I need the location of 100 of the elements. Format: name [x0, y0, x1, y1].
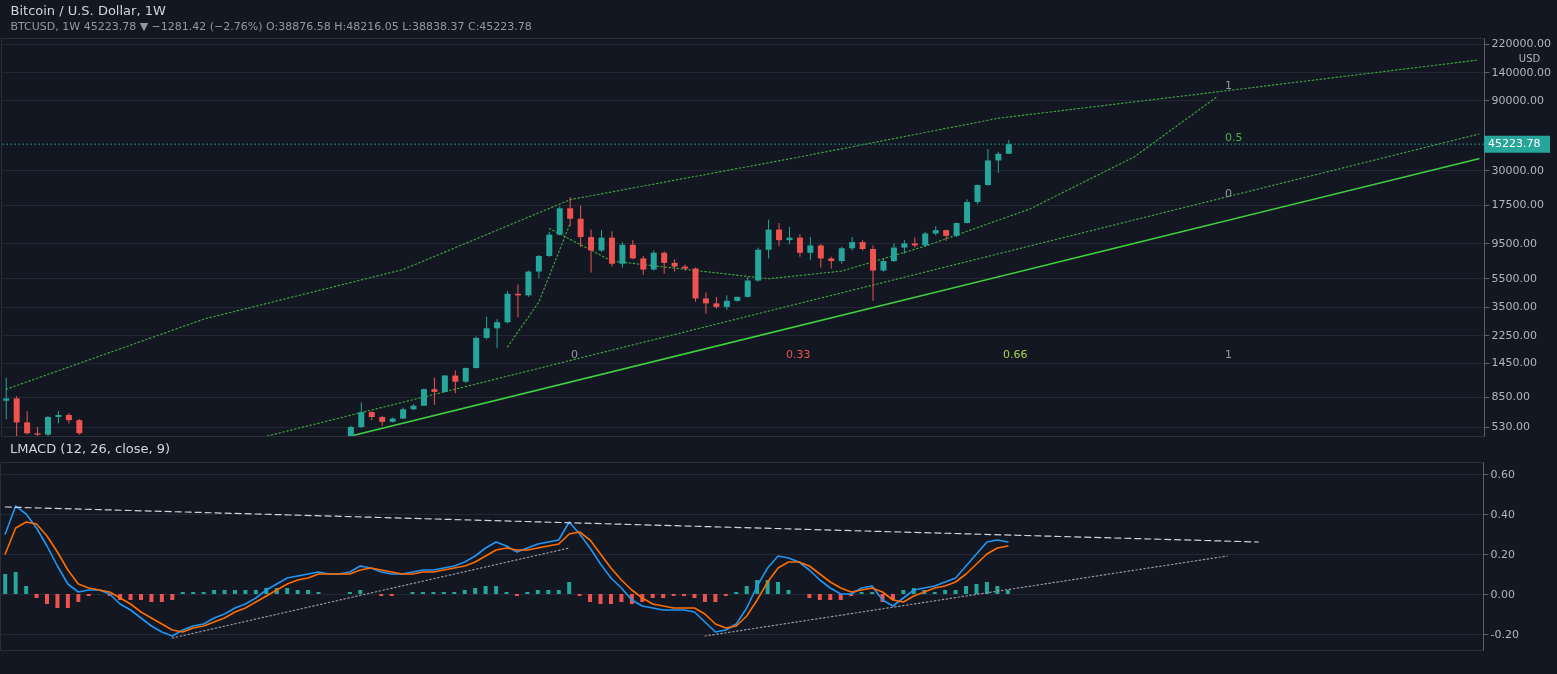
candlestick [431, 377, 438, 406]
candlestick [817, 243, 824, 269]
bar [253, 590, 258, 594]
candlestick [483, 316, 490, 340]
bar [713, 594, 718, 602]
y-tick-label: 90000.00 [1491, 93, 1544, 107]
bar [65, 594, 70, 608]
y-tick-label: 1450.00 [1491, 356, 1537, 370]
bar [494, 586, 499, 594]
bar [149, 594, 154, 602]
y-axis-title: USD [1518, 52, 1541, 64]
y-tick-label: 17500.00 [1491, 198, 1544, 212]
bar [786, 590, 791, 594]
bar [13, 572, 18, 594]
candlestick [974, 183, 981, 205]
candlestick [452, 369, 459, 394]
ref-line-label: 45223.78 [1488, 137, 1541, 151]
candlestick [807, 236, 814, 261]
line-series [4, 521, 1009, 633]
annotation: 0.5 [1225, 131, 1243, 144]
bar [358, 590, 363, 594]
y-tick-label: 2250.00 [1491, 328, 1537, 342]
bar [138, 594, 143, 600]
bar [953, 590, 958, 594]
candlestick [24, 410, 31, 436]
candlestick [577, 205, 584, 248]
bar [556, 590, 561, 594]
candlestick [567, 196, 574, 227]
bar [546, 590, 551, 594]
y-tick-label: 0.60 [1490, 467, 1515, 481]
bar [483, 586, 488, 594]
y-tick-label: 30000.00 [1491, 163, 1544, 177]
candlestick [964, 198, 971, 224]
bar [76, 594, 81, 602]
bar [473, 588, 478, 594]
bar [608, 594, 613, 604]
y-tick-label: 0.00 [1490, 587, 1515, 601]
candlestick [619, 241, 626, 269]
bar [535, 590, 540, 594]
bar [901, 590, 906, 594]
bar [588, 594, 593, 602]
chart-title: LMACD (12, 26, close, 9) [10, 441, 171, 456]
candlestick [629, 239, 636, 260]
candlestick [546, 231, 553, 258]
annotation: 1 [1225, 348, 1232, 361]
candlestick [535, 254, 542, 279]
y-tick-label: 0.40 [1490, 507, 1515, 521]
candlestick [890, 242, 897, 263]
bar [744, 586, 749, 594]
bar [943, 590, 948, 594]
bar [598, 594, 603, 604]
y-tick-label: 9500.00 [1491, 236, 1537, 250]
bar [776, 582, 781, 594]
annotation: 0.66 [1003, 348, 1028, 361]
candlestick [13, 395, 20, 437]
candlestick [650, 249, 657, 272]
bar [222, 590, 227, 594]
candlestick [65, 412, 72, 424]
bar [567, 582, 572, 594]
annotation: 1 [1225, 79, 1232, 92]
bar [55, 594, 60, 608]
candlestick [598, 229, 605, 253]
bar [692, 594, 697, 598]
bar [807, 594, 812, 598]
candlestick [358, 401, 365, 429]
bar [232, 590, 237, 594]
candlestick [525, 270, 532, 298]
candlestick [744, 276, 751, 299]
bar [650, 594, 655, 598]
candlestick [45, 415, 51, 437]
bar [24, 586, 29, 594]
candlestick [640, 255, 647, 276]
line-series [4, 505, 1009, 637]
bar [212, 590, 217, 594]
chart-title: Bitcoin / U.S. Dollar, 1W [10, 2, 166, 18]
bar [702, 594, 707, 602]
bar [128, 594, 133, 600]
bar [34, 594, 39, 598]
candlestick [765, 219, 772, 259]
y-tick-label: 850.00 [1491, 390, 1530, 404]
bar [45, 594, 49, 604]
annotation: 0 [1225, 187, 1232, 200]
bar [828, 594, 833, 600]
bar [1005, 590, 1010, 594]
y-tick-label: 140000.00 [1491, 65, 1551, 79]
bar [964, 586, 969, 594]
bar [243, 590, 248, 594]
bar [974, 584, 979, 594]
annotation: 0.33 [786, 348, 811, 361]
bar [306, 590, 311, 594]
bar [619, 594, 624, 602]
bar [817, 594, 822, 600]
bar [3, 574, 8, 594]
candlestick [3, 377, 10, 420]
annotation: 0 [571, 348, 578, 361]
chart-subtitle: BTCUSD, 1W 45223.78 ▼ −1281.42 (−2.76%) O:38876.58 H:48216.05 L:38838.37 C:45223.78 [10, 19, 532, 33]
candlestick [776, 222, 783, 247]
y-tick-label: 0.20 [1490, 547, 1515, 561]
candlestick [494, 318, 501, 349]
y-tick-label: 5500.00 [1491, 271, 1537, 285]
